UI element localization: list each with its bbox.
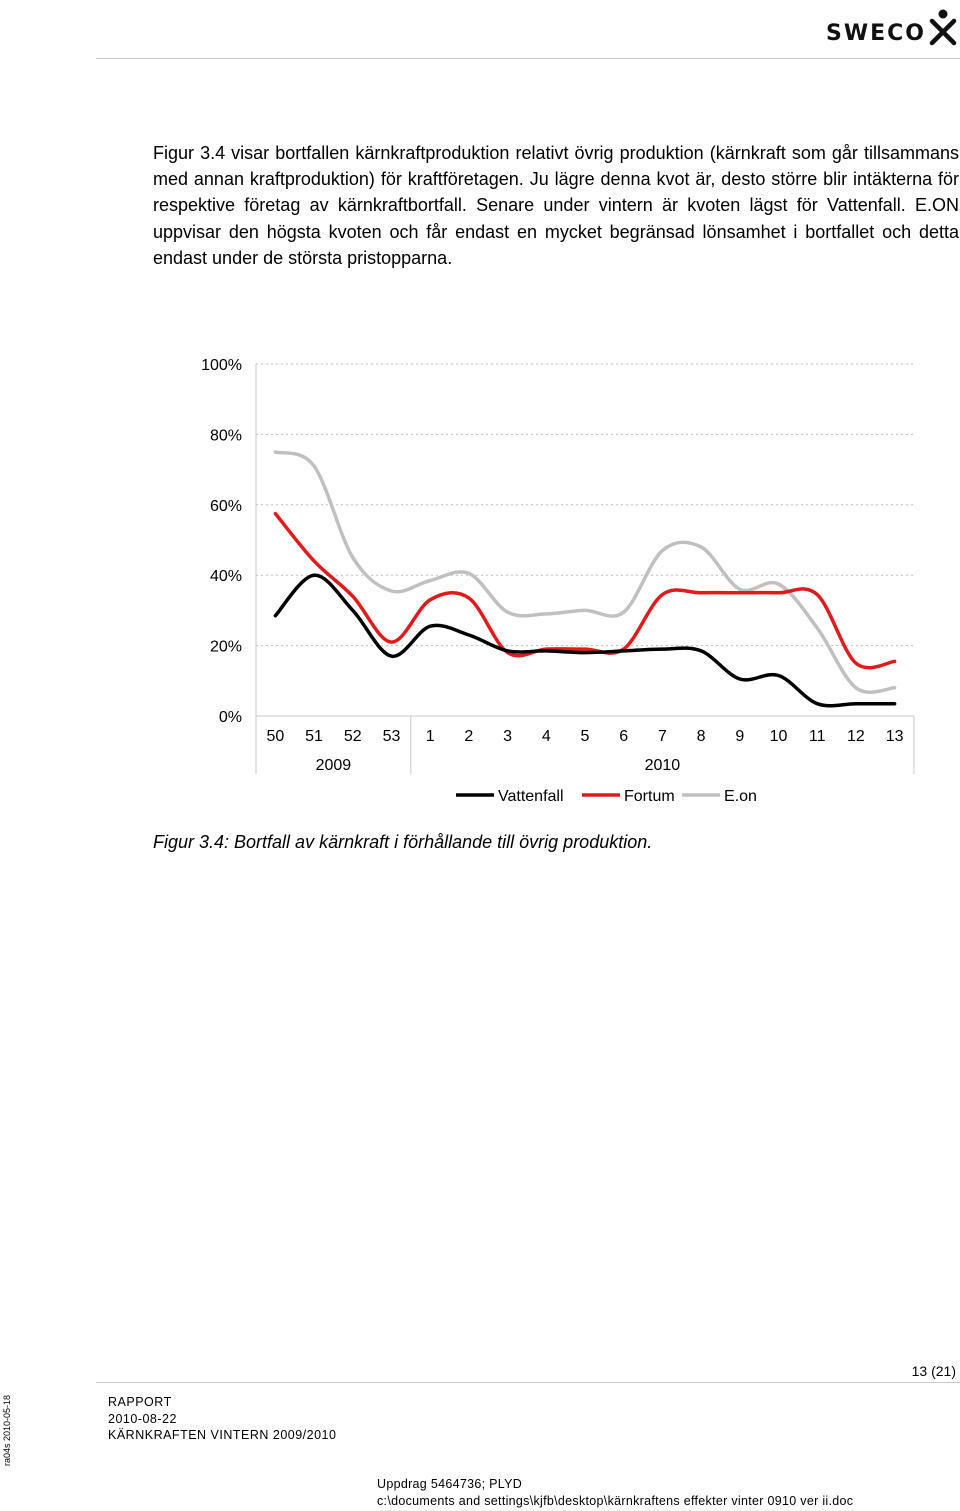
x-tick-label: 12 (847, 728, 865, 745)
footer-assignment: Uppdrag 5464736; PLYD (377, 1477, 523, 1491)
footer-rule (96, 1382, 960, 1383)
series-line-e-on (273, 450, 897, 694)
sweco-logo: SWECO (826, 6, 958, 48)
x-tick-label: 52 (344, 728, 362, 745)
x-tick-label: 2 (464, 728, 473, 745)
y-tick-label: 0% (219, 709, 242, 726)
page-number: 13 (21) (911, 1363, 956, 1379)
footer-file-path: c:\documents and settings\kjfb\desktop\k… (377, 1494, 854, 1508)
header-rule (96, 58, 960, 59)
footer-doc-info: RAPPORT 2010-08-22 KÄRNKRAFTEN VINTERN 2… (108, 1394, 336, 1444)
x-tick-label: 51 (305, 728, 323, 745)
line-chart: 0%20%40%60%80%100%50 51 52 53 1 2 3 4 5 6 7 8 9 10 11 1… (201, 357, 915, 805)
x-tick-label: 9 (735, 728, 744, 745)
sweco-figure-icon (929, 9, 957, 46)
legend-label-fortum: Fortum (624, 788, 675, 805)
series-line-fortum (273, 511, 897, 670)
x-tick-label: 3 (503, 728, 512, 745)
footer-assignment-block: Uppdrag 5464736; PLYD c:\documents and s… (377, 1476, 853, 1510)
series-line-vattenfall (273, 573, 897, 708)
y-tick-label: 20% (210, 639, 242, 656)
x-tick-label: 7 (658, 728, 667, 745)
x-tick-label: 6 (619, 728, 628, 745)
y-tick-label: 60% (210, 498, 242, 515)
x-tick-label: 50 (266, 728, 284, 745)
legend-label-e-on: E.on (724, 788, 757, 805)
x-tick-label: 5 (581, 728, 590, 745)
footer-date: 2010-08-22 (108, 1411, 177, 1426)
footer-doc-title: KÄRNKRAFTEN VINTERN 2009/2010 (108, 1428, 337, 1442)
y-tick-label: 80% (210, 427, 242, 444)
footer-doc-type: RAPPORT (108, 1395, 172, 1409)
x-tick-label: 1 (426, 728, 435, 745)
side-tag: ra04s 2010-05-18 (2, 1394, 12, 1466)
x-group-label: 2010 (645, 757, 681, 774)
x-tick-label: 8 (697, 728, 706, 745)
x-tick-label: 13 (886, 728, 904, 745)
y-tick-label: 40% (210, 568, 242, 585)
x-tick-label: 53 (383, 728, 401, 745)
legend-label-vattenfall: Vattenfall (498, 788, 564, 805)
y-tick-label: 100% (201, 357, 242, 374)
x-group-label: 2009 (316, 757, 352, 774)
x-tick-label: 10 (770, 728, 788, 745)
figure-caption: Figur 3.4: Bortfall av kärnkraft i förhå… (153, 832, 653, 852)
x-tick-label: 11 (809, 728, 826, 745)
x-tick-label: 4 (542, 728, 551, 745)
body-paragraph: Figur 3.4 visar bortfallen kärnkraftprod… (153, 143, 959, 268)
logo-text: SWECO (826, 20, 926, 46)
